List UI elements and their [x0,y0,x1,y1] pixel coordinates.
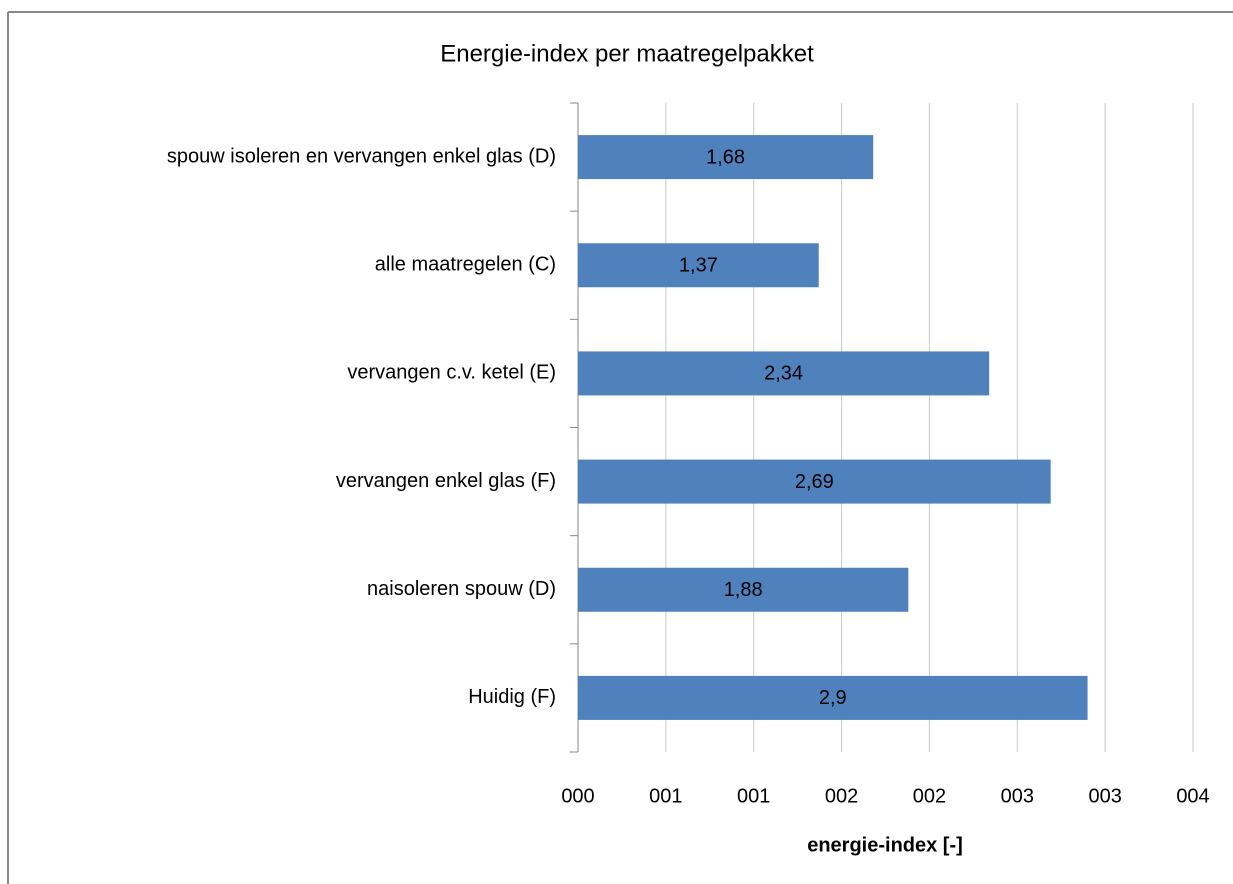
y-tick-label: spouw isoleren en vervangen enkel glas (… [167,145,556,167]
x-axis-title: energie-index [-] [807,834,963,856]
value-label: 2,9 [819,687,847,709]
bar [578,459,1051,504]
x-tick-label: 001 [737,785,770,807]
x-tick-label: 002 [825,785,858,807]
y-tick-label: vervangen c.v. ketel (E) [347,362,556,384]
value-label: 2,69 [795,471,834,493]
x-tick-label: 001 [649,785,682,807]
value-label: 1,37 [679,255,718,277]
y-tick-label: alle maatregelen (C) [375,254,556,276]
value-label: 1,88 [724,579,763,601]
chart-title: Energie-index per maatregelpakket [440,40,814,67]
x-tick-label: 004 [1176,785,1209,807]
y-tick-label: naisoleren spouw (D) [367,578,556,600]
y-tick-label: Huidig (F) [468,686,556,708]
x-tick-label: 000 [561,785,594,807]
bar [578,675,1088,720]
bar [578,135,874,180]
bar [578,243,819,288]
bar [578,567,909,612]
y-tick-label: vervangen enkel glas (F) [336,470,556,492]
x-tick-label: 002 [913,785,946,807]
value-label: 2,34 [764,363,803,385]
x-tick-label: 003 [1088,785,1121,807]
x-tick-label: 003 [1001,785,1034,807]
value-label: 1,68 [706,146,745,168]
bar [578,351,990,396]
